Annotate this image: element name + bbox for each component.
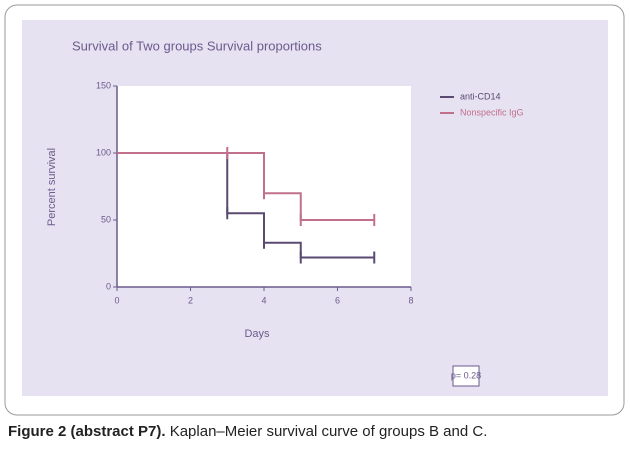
y-tick-label: 50 [101,214,111,224]
x-tick-label: 8 [408,295,413,305]
chart-title: Survival of Two groups Survival proporti… [72,38,322,53]
x-tick-label: 6 [335,295,340,305]
p-value-box [452,365,480,387]
legend-label: Nonspecific IgG [460,107,524,117]
x-tick-label: 2 [188,295,193,305]
y-tick-label: 100 [96,147,111,157]
x-tick-label: 4 [261,295,266,305]
caption-label: Figure 2 (abstract P7). [8,423,166,440]
caption: Figure 2 (abstract P7). Kaplan–Meier sur… [8,423,487,440]
legend-label: anti-CD14 [460,91,501,101]
y-tick-label: 150 [96,80,111,90]
p-value: p= 0.28 [451,370,481,380]
x-axis-label: Days [244,328,270,340]
caption-text: Kaplan–Meier survival curve of groups B … [166,423,488,440]
y-tick-label: 0 [106,281,111,291]
x-tick-label: 0 [114,295,119,305]
y-axis-label: Percent survival [46,148,58,226]
